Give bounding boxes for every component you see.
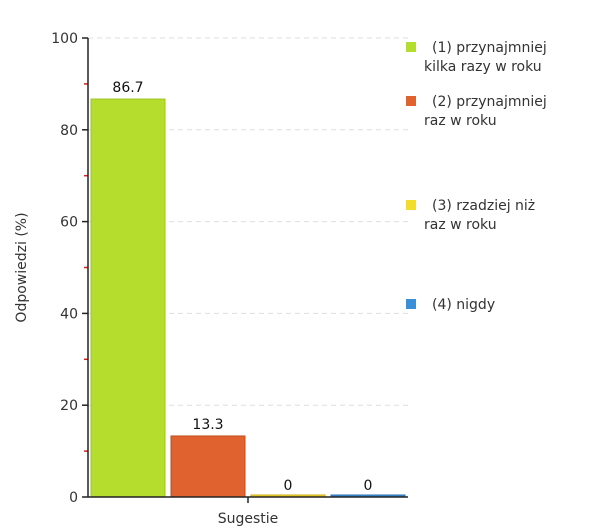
x-axis — [88, 496, 408, 503]
data-label: 0 — [364, 478, 373, 494]
legend-label: (3) rzadziej niż — [432, 198, 535, 214]
legend-label: (4) nigdy — [432, 297, 495, 313]
legend-label: raz w roku — [424, 217, 497, 233]
bar — [90, 98, 166, 498]
bars — [90, 98, 406, 498]
legend-label: raz w roku — [424, 113, 497, 129]
legend-label: (2) przynajmniej — [432, 94, 547, 110]
y-axis-title: Odpowiedzi (%) — [14, 212, 30, 322]
legend-swatch — [406, 200, 416, 210]
y-tick-label: 100 — [51, 31, 78, 47]
data-label: 86.7 — [112, 80, 143, 96]
x-axis-title: Sugestie — [218, 511, 279, 527]
legend-label: (1) przynajmniej — [432, 40, 547, 56]
legend-swatch — [406, 96, 416, 106]
data-label: 0 — [284, 478, 293, 494]
data-label: 13.3 — [192, 417, 223, 433]
y-tick-label: 0 — [69, 490, 78, 506]
legend-swatch — [406, 42, 416, 52]
y-tick-label: 40 — [60, 306, 78, 322]
legend-label: kilka razy w roku — [424, 59, 542, 75]
y-axis: 0 20 40 60 80 100 — [51, 31, 89, 506]
bar — [170, 435, 246, 498]
data-labels: 86.7 13.3 0 0 — [112, 80, 372, 494]
y-tick-label: 60 — [60, 215, 78, 231]
legend-swatch — [406, 299, 416, 309]
y-tick-label: 20 — [60, 398, 78, 414]
y-tick-label: 80 — [60, 123, 78, 139]
legend: (1) przynajmniej kilka razy w roku (2) prz… — [406, 40, 547, 313]
